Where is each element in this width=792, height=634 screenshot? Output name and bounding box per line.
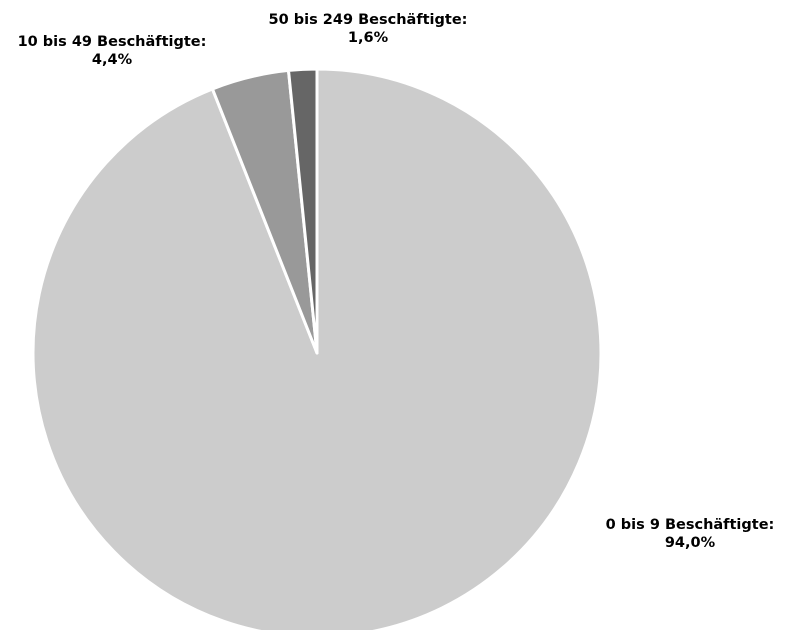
data-label-category: 50 bis 249 Beschäftigte:: [268, 12, 468, 28]
data-label-value: 4,4%: [91, 52, 133, 68]
data-label-50-bis-249: 50 bis 249 Beschäftigte: 1,6%: [269, 11, 468, 47]
data-label-10-bis-49: 10 bis 49 Beschäftigte: 4,4%: [18, 33, 207, 69]
data-label-category: 10 bis 49 Beschäftigte:: [17, 34, 207, 50]
data-label-value: 94,0%: [664, 535, 716, 551]
data-label-value: 1,6%: [347, 30, 389, 46]
pie-slice-50-bis-249: [287, 67, 319, 355]
data-label-category: 0 bis 9 Beschäftigte:: [605, 517, 775, 533]
data-label-0-bis-9: 0 bis 9 Beschäftigte: 94,0%: [606, 516, 775, 552]
